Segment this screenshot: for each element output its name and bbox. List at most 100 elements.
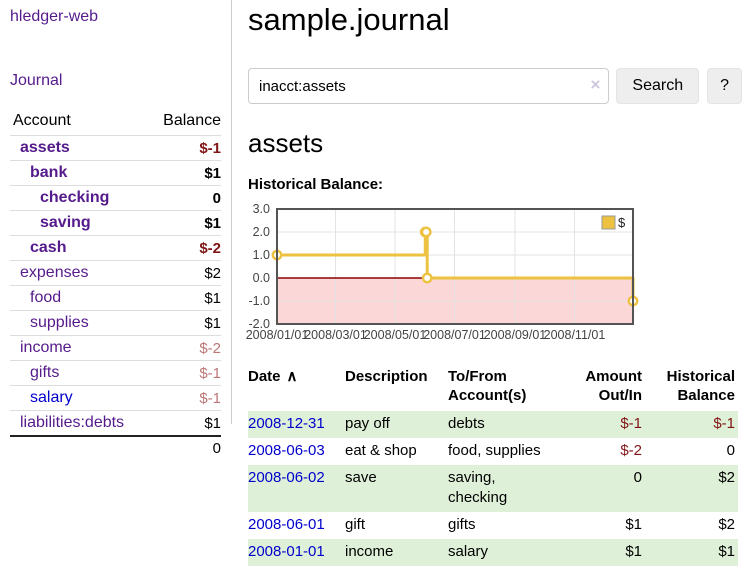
- balance-column-header-main: Historical Balance: [666, 368, 735, 404]
- account-link[interactable]: liabilities:debts: [20, 414, 125, 431]
- legend-label: $: [618, 215, 626, 230]
- register-table: Date ∧ Description To/From Account(s) Amo…: [248, 367, 738, 566]
- balance-chart-svg: 3.0 2.0 1.0 0.0 -1.0 -2.02008/01/012008/03/01…: [246, 202, 639, 342]
- y-axis-tick-label: 2.0: [253, 225, 270, 239]
- account-balance: $1: [147, 410, 221, 436]
- account-link[interactable]: bank: [30, 164, 68, 181]
- balance-column-header: Balance: [163, 112, 221, 129]
- brand-link[interactable]: hledger-web: [10, 8, 99, 25]
- amount-cell: $1: [560, 539, 645, 566]
- description-cell: save: [345, 465, 448, 512]
- x-axis-tick-label: 2008/07/01: [423, 328, 486, 342]
- account-row: checking 0: [10, 185, 221, 211]
- account-row: saving $1: [10, 210, 221, 236]
- account-link[interactable]: supplies: [30, 314, 89, 331]
- account-link[interactable]: salary: [30, 389, 73, 406]
- account-balance: $1: [147, 160, 221, 186]
- x-axis-tick-label: 2008/01/01: [246, 328, 309, 342]
- account-heading: assets: [248, 128, 324, 158]
- account-row: food $1: [10, 285, 221, 311]
- account-row: supplies $1: [10, 310, 221, 336]
- transaction-date-link[interactable]: 2008-12-31: [248, 415, 325, 432]
- account-balance: $-1: [147, 360, 221, 386]
- search-button[interactable]: Search: [616, 68, 700, 104]
- account-row: bank $1: [10, 160, 221, 186]
- accounts-total-row: 0: [10, 435, 221, 460]
- account-balance: 0: [147, 185, 221, 211]
- account-link[interactable]: gifts: [30, 364, 60, 381]
- amount-cell: $-1: [560, 411, 645, 438]
- account-column-header: Account: [13, 112, 71, 129]
- sidebar-item-journal[interactable]: Journal: [10, 72, 63, 89]
- account-link[interactable]: checking: [40, 189, 110, 206]
- accounts-cell: gifts: [448, 516, 476, 533]
- chart-section-label: Historical Balance:: [248, 176, 384, 193]
- sidebar: hledger-web Journal Account Balance asse…: [0, 0, 232, 460]
- balance-cell: 0: [726, 442, 735, 459]
- account-link[interactable]: income: [20, 339, 72, 356]
- accounts-table-body: assets $-1 bank $1 checking 0 saving $1 cash $-2 e…: [10, 135, 221, 436]
- register-row: 2008-06-02 save saving, checking 0 $2: [248, 465, 738, 512]
- sort-asc-icon: ∧: [286, 368, 298, 385]
- description-cell: eat & shop: [345, 442, 417, 459]
- description-column-header: Description: [345, 368, 428, 385]
- description-cell: income: [345, 539, 448, 566]
- transaction-date-link[interactable]: 2008-01-01: [248, 543, 325, 560]
- transaction-date-link[interactable]: 2008-06-01: [248, 516, 325, 533]
- account-balance: $1: [147, 210, 221, 236]
- description-cell: pay off: [345, 411, 448, 438]
- x-axis-tick-label: 2008/05/01: [364, 328, 427, 342]
- y-axis-tick-label: 0.0: [253, 271, 270, 285]
- account-link[interactable]: cash: [30, 239, 67, 256]
- transaction-date-link[interactable]: 2008-06-03: [248, 442, 325, 459]
- account-row: liabilities:debts $1: [10, 410, 221, 436]
- account-balance: $-2: [147, 235, 221, 261]
- accounts-column-header: To/From Account(s): [448, 368, 527, 404]
- account-balance: $-1: [147, 135, 221, 161]
- account-row: expenses $2: [10, 260, 221, 286]
- register-row: 2008-06-03 eat & shop food, supplies $-2 0: [248, 438, 738, 465]
- account-row: salary $-1: [10, 385, 221, 411]
- clear-search-icon[interactable]: ×: [590, 75, 601, 94]
- date-column-header[interactable]: Date ∧: [248, 368, 298, 385]
- account-row: assets $-1: [10, 135, 221, 161]
- account-row: gifts $-1: [10, 360, 221, 386]
- search-form: × Search ?: [248, 68, 742, 104]
- register-row: 2008-12-31 pay off debts $-1 $-1: [248, 411, 738, 438]
- register-row: 2008-06-01 gift gifts $1 $2: [248, 512, 738, 539]
- account-balance: $-1: [147, 385, 221, 411]
- legend-swatch: [601, 215, 616, 230]
- x-axis-tick-label: 2008/11/01: [544, 328, 606, 342]
- account-row: cash $-2: [10, 235, 221, 261]
- amount-cell: $1: [625, 516, 642, 533]
- amount-column-header: Amount Out/In: [585, 368, 642, 404]
- help-button[interactable]: ?: [707, 68, 742, 104]
- description-cell: gift: [345, 516, 366, 533]
- x-axis-tick-label: 2008/03/01: [304, 328, 367, 342]
- total-spacer: [10, 435, 148, 460]
- balance-cell: $2: [645, 465, 738, 512]
- y-axis-tick-label: 1.0: [253, 248, 270, 262]
- register-row: 2008-01-01 income salary $1 $1: [248, 539, 738, 566]
- account-balance: $1: [147, 285, 221, 311]
- accounts-table: Account Balance assets $-1 bank $1 checking 0…: [10, 110, 221, 460]
- y-axis-tick-label: 3.0: [253, 202, 270, 216]
- account-link[interactable]: saving: [40, 214, 91, 231]
- search-input-wrap: ×: [248, 68, 610, 104]
- accounts-cell: food, supplies: [448, 442, 541, 459]
- search-input[interactable]: [248, 68, 610, 104]
- account-balance: $2: [147, 260, 221, 286]
- accounts-cell: saving, checking: [448, 465, 560, 512]
- page-title: sample.journal: [248, 2, 450, 37]
- register-header-row: Date ∧ Description To/From Account(s) Amo…: [248, 367, 738, 411]
- account-link[interactable]: expenses: [20, 264, 89, 281]
- balance-cell: $1: [645, 539, 738, 566]
- accounts-cell: debts: [448, 411, 560, 438]
- account-link[interactable]: food: [30, 289, 62, 306]
- y-axis-tick-label: -1.0: [248, 294, 270, 308]
- transaction-date-link[interactable]: 2008-06-02: [248, 469, 325, 486]
- main-content: sample.journal × Search ? assets Histori…: [232, 0, 742, 566]
- account-link[interactable]: assets: [20, 139, 70, 156]
- account-balance: $-2: [147, 335, 221, 361]
- register-table-body: 2008-12-31 pay off debts $-1 $-1 2008-06-03 ea…: [248, 411, 738, 566]
